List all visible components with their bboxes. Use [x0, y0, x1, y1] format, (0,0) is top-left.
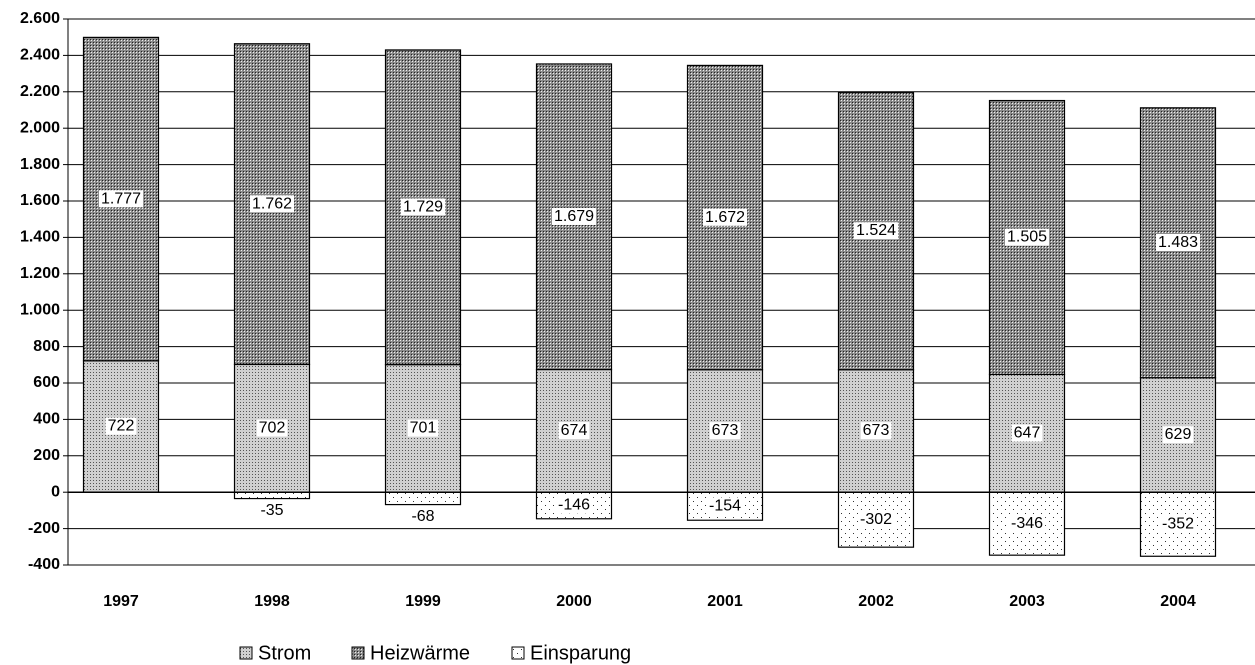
legend-label: Einsparung: [530, 642, 631, 664]
x-tick-label: 2003: [1009, 593, 1045, 610]
data-label: -68: [411, 508, 434, 525]
bar-segment: [233, 491, 311, 500]
x-tick-label: 1998: [254, 593, 290, 610]
y-tick-label: 1.400: [20, 229, 60, 246]
x-tick-label: 2001: [707, 593, 743, 610]
legend-swatch: [239, 646, 253, 660]
legend-swatch: [351, 646, 365, 660]
legend-label: Heizwärme: [370, 642, 470, 664]
legend-label: Strom: [258, 642, 311, 664]
data-label: 674: [561, 422, 588, 439]
y-tick-label: 1.800: [20, 156, 60, 173]
y-tick-label: 1.000: [20, 301, 60, 318]
y-tick-label: 1.200: [20, 265, 60, 282]
x-tick-label: 2000: [556, 593, 592, 610]
data-label: 647: [1014, 425, 1041, 442]
y-tick-label: 2.000: [20, 119, 60, 136]
data-label: 701: [410, 420, 437, 437]
y-tick-label: 600: [33, 374, 60, 391]
data-label: -154: [709, 497, 741, 514]
y-tick-label: 2.400: [20, 47, 60, 64]
data-label: 702: [259, 420, 286, 437]
legend-swatch: [511, 646, 525, 660]
x-tick-label: 1997: [103, 593, 139, 610]
data-label: 1.672: [705, 209, 745, 226]
data-label: 1.777: [101, 190, 141, 207]
data-label: 722: [108, 418, 135, 435]
bar-segment: [384, 491, 462, 506]
y-tick-label: -400: [28, 556, 60, 573]
y-tick-label: 2.200: [20, 83, 60, 100]
data-label: 673: [712, 422, 739, 439]
y-tick-label: 200: [33, 447, 60, 464]
data-label: 629: [1165, 426, 1192, 443]
data-label: 1.524: [856, 222, 896, 239]
data-label: 1.729: [403, 198, 443, 215]
data-label: -346: [1011, 515, 1043, 532]
data-label: -146: [558, 497, 590, 514]
data-label: 1.483: [1158, 234, 1198, 251]
y-tick-label: 0: [51, 483, 60, 500]
data-label: -35: [260, 502, 283, 519]
data-label: -352: [1162, 515, 1194, 532]
x-tick-label: 2002: [858, 593, 894, 610]
y-tick-label: 1.600: [20, 192, 60, 209]
y-tick-label: 800: [33, 338, 60, 355]
y-tick-label: 2.600: [20, 10, 60, 27]
x-tick-label: 2004: [1160, 593, 1196, 610]
x-tick-label: 1999: [405, 593, 441, 610]
data-label: 673: [863, 422, 890, 439]
y-tick-label: 400: [33, 411, 60, 428]
y-tick-label: -200: [28, 520, 60, 537]
data-label: 1.679: [554, 208, 594, 225]
data-label: 1.762: [252, 195, 292, 212]
data-label: 1.505: [1007, 229, 1047, 246]
data-label: -302: [860, 511, 892, 528]
